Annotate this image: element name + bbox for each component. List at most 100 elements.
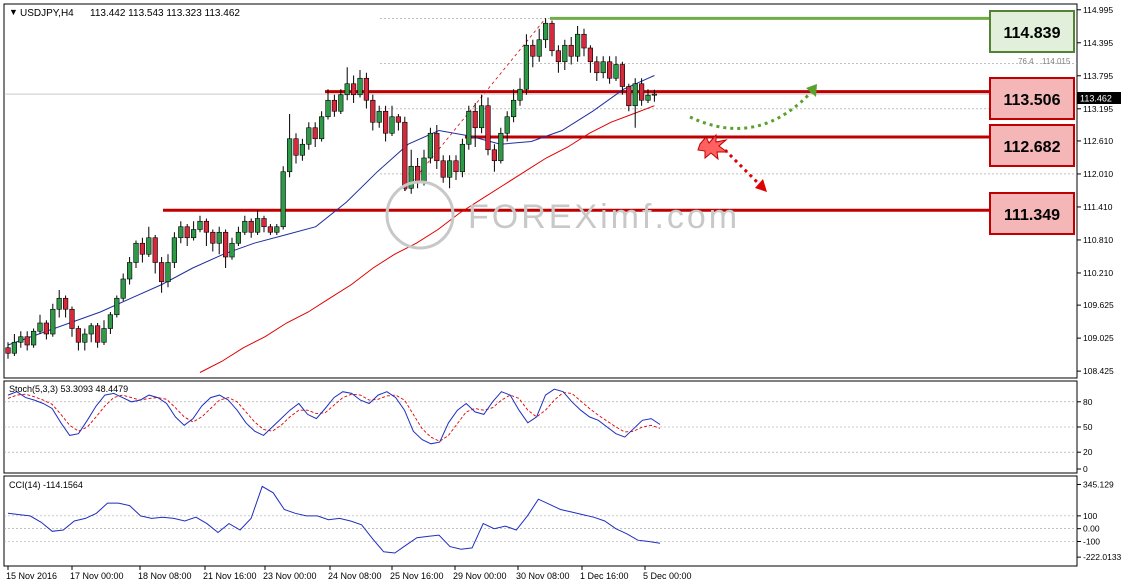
level-box-1-label: 114.839: [1004, 25, 1061, 42]
candle-body: [101, 328, 107, 343]
candle: [75, 325, 81, 351]
candle-body: [414, 165, 421, 184]
y-tick-label: 111.410: [1083, 202, 1113, 212]
level-box-1-bg: [989, 10, 1075, 53]
candle-body: [62, 297, 69, 310]
candle: [267, 224, 274, 235]
bearish-path: [723, 148, 762, 187]
candle-body: [274, 226, 280, 233]
watermark-text: FOREXimf.com: [468, 198, 740, 236]
header-triangle-icon[interactable]: ▼: [9, 7, 18, 17]
candle: [191, 221, 197, 241]
fib-price-label: 114.015: [1042, 57, 1071, 66]
y-tick-label: 110.210: [1083, 268, 1113, 278]
candle: [581, 28, 587, 57]
candle-body: [37, 322, 43, 332]
candle: [203, 218, 210, 246]
candle: [299, 138, 306, 161]
candle: [114, 295, 120, 318]
y-tick-label: 110.810: [1083, 235, 1113, 245]
candle-body: [312, 127, 318, 140]
candle-body: [75, 328, 81, 343]
x-tick-label: 17 Nov 00:00: [70, 571, 124, 581]
candle-body: [402, 121, 408, 189]
candle-body: [146, 237, 152, 255]
candle: [95, 323, 101, 348]
candle: [318, 111, 325, 142]
candle: [434, 125, 440, 169]
candle: [197, 215, 203, 233]
breakout-burst-icon: [697, 133, 729, 161]
x-tick-label: 18 Nov 08:00: [138, 571, 192, 581]
candle: [350, 75, 357, 103]
candle: [344, 67, 350, 101]
candle-body: [280, 171, 286, 228]
candle-body: [133, 242, 139, 263]
candle: [210, 229, 216, 252]
candle-body: [165, 262, 171, 283]
y-tick-label: 113.195: [1083, 104, 1113, 114]
candle: [376, 105, 382, 128]
candle-body: [50, 308, 56, 335]
candle-body: [357, 77, 363, 96]
candle-body: [574, 33, 581, 57]
candle-body: [139, 242, 146, 255]
candle-body: [446, 160, 453, 178]
candle-body: [619, 64, 625, 87]
candle-body: [107, 314, 113, 329]
candle: [306, 122, 312, 150]
candle-body: [203, 220, 210, 233]
current-price-tag: 113.462: [1080, 94, 1112, 104]
candle-body: [248, 220, 254, 233]
cci-tick-label: -100: [1083, 537, 1100, 547]
candle: [485, 97, 491, 156]
candle: [472, 103, 478, 147]
candle-body: [600, 61, 606, 74]
candle-body: [120, 278, 126, 299]
stoch-tick-label: 50: [1083, 422, 1093, 432]
candle: [293, 133, 299, 164]
candle-body: [651, 93, 657, 96]
candle-body: [459, 143, 466, 173]
symbol-label: USDJPY,H4: [20, 8, 74, 19]
candle-body: [504, 116, 510, 134]
cci-panel-frame: [3, 475, 1078, 567]
candle: [549, 20, 555, 57]
candle: [229, 237, 235, 260]
candle-body: [562, 44, 568, 63]
x-tick-label: 24 Nov 08:00: [328, 571, 382, 581]
candle: [363, 72, 370, 109]
candle-body: [127, 262, 133, 280]
level-box-3: 112.682: [989, 124, 1075, 167]
current-price-tag-bg: [1077, 92, 1121, 104]
candle-body: [491, 149, 498, 162]
candle: [638, 78, 645, 106]
candle-body: [344, 83, 350, 96]
candle-body: [587, 47, 593, 63]
candle: [491, 144, 498, 172]
candle: [216, 226, 222, 255]
candle: [146, 226, 152, 257]
level-box-3-bg: [989, 124, 1075, 167]
candle: [523, 34, 529, 95]
candle-body: [542, 22, 549, 41]
candle: [37, 314, 43, 334]
x-tick-label: 30 Nov 08:00: [516, 571, 570, 581]
candle: [606, 56, 613, 84]
candle-body: [325, 99, 331, 118]
candle-body: [306, 127, 312, 145]
candle: [402, 116, 408, 191]
cci-tick-label: 345.129: [1083, 479, 1114, 489]
candle-body: [255, 218, 261, 233]
cci-tick-label: -222.0133: [1083, 552, 1121, 562]
level-box-4: 111.349: [989, 192, 1075, 235]
watermark-logo-icon: [385, 180, 455, 250]
candle: [510, 89, 517, 123]
candle: [408, 149, 414, 194]
candle-body: [30, 330, 37, 346]
candle-body: [18, 336, 24, 343]
candle-body: [267, 226, 274, 233]
candle-body: [152, 237, 158, 263]
candle: [30, 328, 37, 348]
